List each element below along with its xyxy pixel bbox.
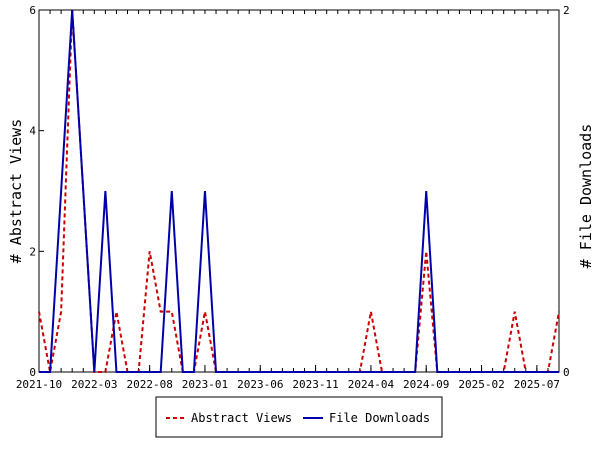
y-axis-left-title: # Abstract Views (7, 119, 25, 264)
y-right-tick-label: 0 (563, 366, 570, 379)
x-tick-label: 2023-01 (182, 378, 228, 391)
x-axis-ticks: 2021-10 2022-03 2022-08 2023-01 2023-06 2023-… (16, 10, 560, 391)
x-tick-label: 2023-11 (292, 378, 338, 391)
legend-label-file-downloads: File Downloads (329, 411, 430, 425)
legend: Abstract Views File Downloads (155, 396, 443, 438)
x-tick-label: 2023-06 (237, 378, 283, 391)
x-tick-label: 2024-04 (348, 378, 395, 391)
x-tick-label: 2022-08 (126, 378, 172, 391)
y-right-tick-label: 2 (563, 4, 570, 17)
left-axis-ticks: 0 2 4 6 (29, 4, 44, 379)
legend-label-abstract-views: Abstract Views (191, 411, 292, 425)
y-axis-right-title: # File Downloads (577, 124, 595, 269)
y-left-tick-label: 2 (29, 245, 36, 258)
x-tick-label: 2025-07 (514, 378, 560, 391)
x-tick-label: 2022-03 (71, 378, 117, 391)
series-line-file-downloads (39, 9, 559, 373)
legend-box (155, 396, 443, 438)
axes (38, 9, 560, 373)
y-left-tick-label: 4 (29, 125, 36, 138)
x-tick-label: 2024-09 (403, 378, 449, 391)
plot-frame (38, 9, 560, 373)
x-tick-label: 2025-02 (458, 378, 504, 391)
y-left-tick-label: 6 (29, 4, 36, 17)
x-tick-label: 2021-10 (16, 378, 62, 391)
series-line-abstract-views (38, 9, 560, 373)
series-layer (38, 9, 560, 373)
y-left-tick-label: 0 (29, 366, 36, 379)
